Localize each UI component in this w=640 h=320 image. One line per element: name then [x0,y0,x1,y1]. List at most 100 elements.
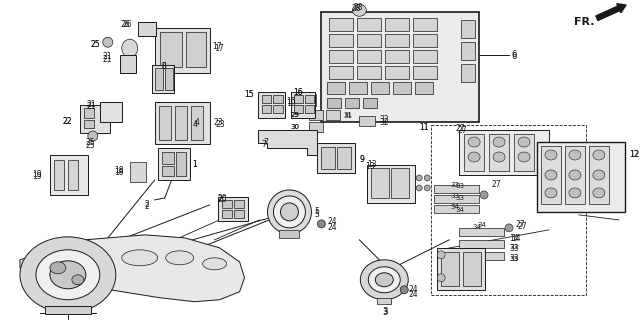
Text: 15: 15 [244,90,253,99]
Ellipse shape [50,261,86,289]
Text: 6: 6 [511,50,516,59]
Bar [100,102,122,122]
Ellipse shape [569,150,581,160]
Text: 27: 27 [455,124,465,133]
Text: 12: 12 [629,150,638,159]
Ellipse shape [368,267,400,293]
Bar [326,110,340,120]
Bar [431,125,586,295]
Ellipse shape [437,251,445,259]
Bar [385,18,409,31]
Text: 31: 31 [343,113,353,119]
Bar [130,162,146,182]
Ellipse shape [437,274,445,282]
Bar [489,134,509,171]
Bar [50,155,88,195]
Ellipse shape [416,175,422,181]
Text: 21: 21 [102,52,112,61]
Bar [317,143,355,173]
Bar [385,50,409,63]
Text: 17: 17 [212,42,222,51]
Bar [54,160,64,190]
Ellipse shape [317,220,325,228]
Bar [309,110,323,120]
Text: 23: 23 [214,118,223,127]
Bar [280,230,300,238]
Text: 34: 34 [451,204,460,210]
Bar [371,168,389,198]
Bar [463,252,481,286]
Text: 10: 10 [286,99,296,108]
Bar [441,252,459,286]
Ellipse shape [424,175,430,181]
Text: 5: 5 [314,210,319,219]
Ellipse shape [20,237,116,313]
Ellipse shape [569,188,581,198]
Bar [257,92,285,118]
Bar [330,34,353,47]
Text: 34: 34 [455,207,464,213]
Bar [159,106,171,140]
Text: 2: 2 [145,202,150,211]
Bar [291,92,316,118]
Bar [303,94,316,106]
Bar [461,42,475,60]
Bar [162,152,173,164]
Bar [461,64,475,82]
Text: 3: 3 [382,308,388,317]
Bar [84,120,94,128]
Bar [357,34,381,47]
Bar [175,106,187,140]
Text: 27: 27 [517,222,527,231]
Bar [162,166,173,176]
Text: 25: 25 [90,40,100,49]
Bar [120,55,136,73]
Text: 26: 26 [122,20,132,29]
Bar [294,105,303,113]
Bar [328,98,341,108]
Bar [305,95,314,103]
Bar [393,82,412,94]
Bar [152,65,173,93]
Text: 25: 25 [90,40,100,49]
Text: 32: 32 [380,115,389,124]
Text: 22: 22 [62,117,72,126]
Bar [273,105,284,113]
Text: 20: 20 [218,195,227,204]
Ellipse shape [375,273,393,287]
Bar [175,152,186,176]
Bar [330,66,353,79]
Bar [413,34,437,47]
Bar [385,66,409,79]
Bar [321,12,479,122]
Text: 6: 6 [511,52,516,61]
Bar [371,82,389,94]
Text: 33: 33 [451,193,460,199]
Ellipse shape [203,258,227,270]
Text: 13: 13 [365,162,375,171]
Bar [367,165,415,203]
Ellipse shape [468,152,480,162]
Ellipse shape [268,190,312,234]
Bar [434,205,479,213]
Bar [221,210,232,218]
Bar [155,68,163,90]
Text: 5: 5 [314,207,319,216]
Bar [357,50,381,63]
Text: 15: 15 [244,90,253,99]
Bar [155,102,210,144]
Ellipse shape [122,250,157,266]
Bar [459,130,549,175]
Bar [262,105,271,113]
Bar [565,146,585,204]
Bar [309,122,323,132]
Bar [138,22,156,36]
Bar [84,108,94,118]
Ellipse shape [400,286,408,294]
Ellipse shape [280,203,298,221]
Ellipse shape [545,170,557,180]
Text: 1: 1 [193,160,197,169]
Ellipse shape [593,170,605,180]
Bar [359,116,375,126]
Bar [589,146,609,204]
